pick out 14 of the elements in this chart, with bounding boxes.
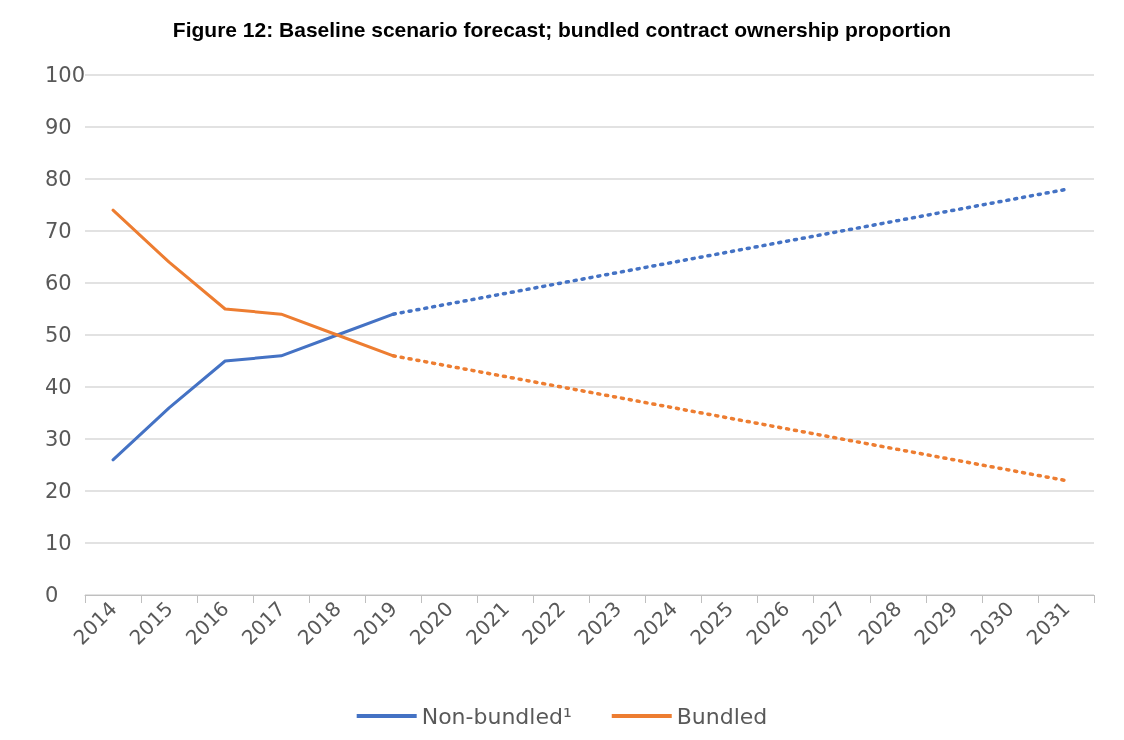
y-tick-label: 80 xyxy=(45,167,72,191)
legend-label: Bundled xyxy=(676,703,768,729)
y-tick-label: 90 xyxy=(45,115,72,139)
y-tick-label: 40 xyxy=(45,375,72,399)
y-tick-label: 50 xyxy=(45,323,72,347)
y-tick-label: 30 xyxy=(45,427,72,451)
y-tick-label: 0 xyxy=(45,583,59,607)
y-tick-label: 20 xyxy=(45,479,72,503)
y-tick-label: 60 xyxy=(45,271,72,295)
y-tick-label: 10 xyxy=(45,531,72,555)
y-tick-label: 100 xyxy=(45,63,86,87)
legend-label: Non-bundled¹ xyxy=(421,703,572,729)
y-tick-label: 70 xyxy=(45,219,72,243)
chart-title: Figure 12: Baseline scenario forecast; bundled contract ownership proportion xyxy=(172,18,952,41)
